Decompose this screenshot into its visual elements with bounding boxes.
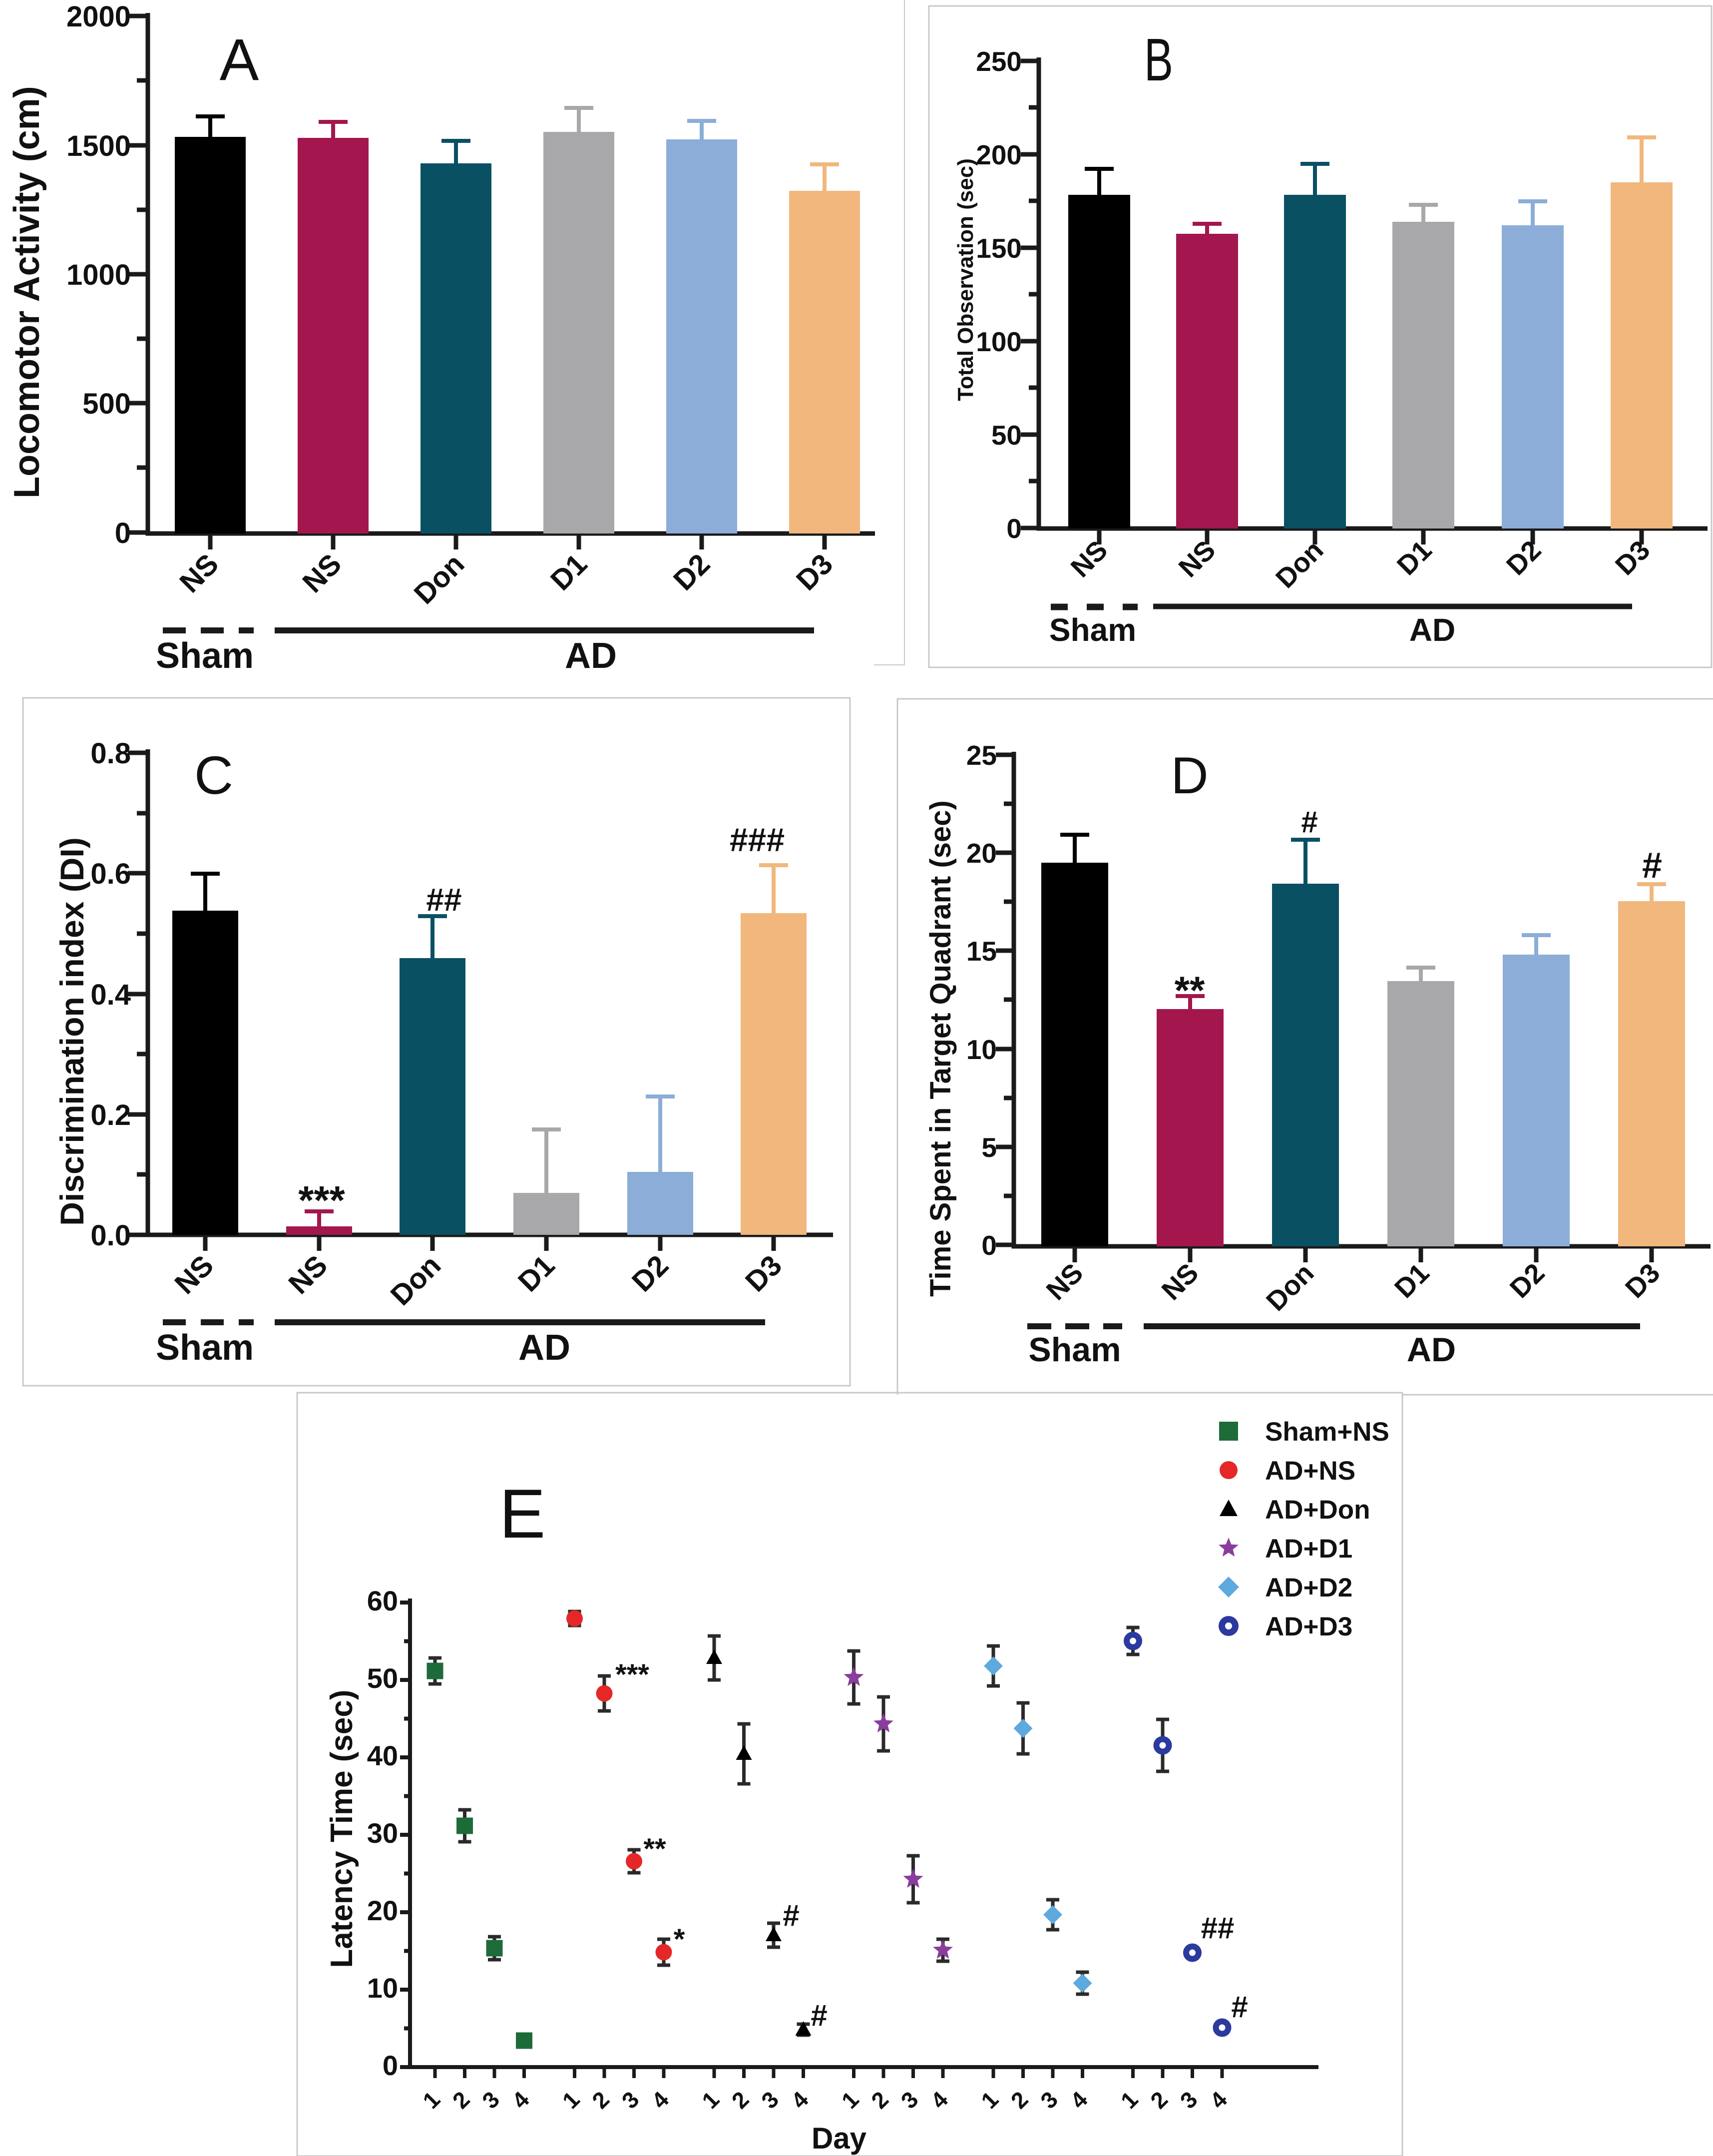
svg-text:Total Observation (sec): Total Observation (sec) [953, 158, 978, 401]
svg-text:5: 5 [981, 1132, 997, 1163]
svg-text:0.6: 0.6 [90, 858, 131, 890]
svg-text:150: 150 [976, 233, 1022, 264]
svg-text:**: ** [643, 1833, 666, 1865]
svg-text:10: 10 [367, 1972, 398, 2004]
svg-text:E: E [499, 1475, 546, 1553]
svg-text:Sham: Sham [156, 636, 254, 676]
svg-text:Locomotor Activity (cm): Locomotor Activity (cm) [7, 86, 47, 498]
svg-text:0.8: 0.8 [90, 737, 131, 770]
svg-text:0.4: 0.4 [90, 979, 131, 1011]
svg-text:30: 30 [367, 1817, 398, 1849]
svg-text:Discrimination index (DI): Discrimination index (DI) [53, 837, 90, 1225]
svg-text:#: # [811, 1999, 827, 2032]
svg-text:##: ## [426, 882, 461, 918]
svg-text:1500: 1500 [66, 130, 131, 162]
svg-text:AD+NS: AD+NS [1265, 1456, 1355, 1486]
svg-text:15: 15 [966, 936, 997, 967]
svg-text:Latency Time (sec): Latency Time (sec) [325, 1689, 359, 1968]
svg-text:50: 50 [367, 1662, 398, 1694]
svg-text:20: 20 [367, 1895, 398, 1926]
svg-text:1000: 1000 [66, 259, 131, 291]
svg-text:AD: AD [1409, 612, 1455, 648]
svg-text:C: C [194, 745, 233, 805]
svg-text:200: 200 [976, 139, 1022, 170]
svg-text:#: # [783, 1899, 799, 1932]
svg-text:0: 0 [981, 1230, 997, 1261]
svg-text:60: 60 [367, 1585, 398, 1617]
svg-text:Sham+NS: Sham+NS [1265, 1417, 1389, 1447]
svg-text:AD+D3: AD+D3 [1265, 1612, 1352, 1641]
svg-text:250: 250 [976, 46, 1022, 77]
svg-text:0: 0 [1006, 513, 1022, 544]
svg-text:2000: 2000 [66, 0, 131, 33]
svg-text:0: 0 [383, 2050, 398, 2081]
svg-text:#: # [1301, 805, 1317, 839]
svg-text:AD: AD [565, 636, 617, 676]
svg-text:B: B [1144, 25, 1173, 93]
svg-text:AD: AD [1407, 1331, 1456, 1369]
svg-text:AD+Don: AD+Don [1265, 1495, 1370, 1525]
svg-text:Sham: Sham [1028, 1331, 1121, 1369]
svg-text:*: * [674, 1923, 685, 1956]
svg-text:##: ## [1201, 1911, 1235, 1945]
svg-text:50: 50 [991, 420, 1022, 451]
svg-text:Sham: Sham [156, 1328, 254, 1368]
svg-text:AD: AD [518, 1328, 570, 1368]
svg-text:25: 25 [966, 740, 997, 771]
svg-text:D: D [1171, 747, 1208, 805]
svg-text:Time Spent in Target Quadrant: Time Spent in Target Quadrant (sec) [924, 800, 957, 1297]
svg-text:AD+D2: AD+D2 [1265, 1573, 1352, 1603]
svg-text:AD+D1: AD+D1 [1265, 1534, 1352, 1564]
svg-text:Sham: Sham [1049, 612, 1136, 648]
svg-text:20: 20 [966, 838, 997, 869]
svg-text:40: 40 [367, 1740, 398, 1771]
svg-text:Day: Day [812, 2122, 867, 2155]
svg-text:0.0: 0.0 [90, 1219, 131, 1252]
svg-text:#: # [1231, 1990, 1248, 2024]
svg-text:###: ### [730, 821, 785, 858]
svg-text:10: 10 [966, 1034, 997, 1065]
svg-text:#: # [1642, 846, 1662, 886]
svg-text:**: ** [1175, 968, 1205, 1012]
svg-text:100: 100 [976, 326, 1022, 357]
svg-text:0: 0 [115, 517, 131, 549]
svg-text:***: *** [615, 1658, 649, 1691]
svg-text:A: A [220, 27, 259, 93]
svg-text:***: *** [298, 1178, 345, 1222]
svg-text:0.2: 0.2 [90, 1099, 131, 1131]
svg-text:500: 500 [82, 388, 131, 420]
